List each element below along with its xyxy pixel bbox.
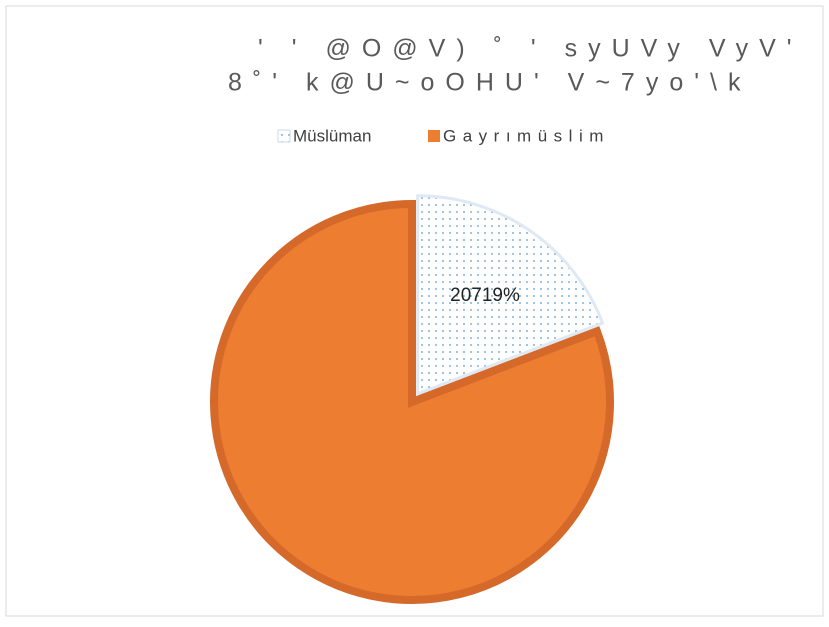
chart-title: 8˚' k@U~oOHU' V~7yo'\k [228,69,751,97]
legend-label: Müslüman [293,126,371,145]
legend-swatch [277,129,291,143]
pie-slice [416,194,605,396]
legend-label: Gayrımüslim [443,126,610,145]
pie-slice [210,199,614,604]
chart-title: ' ' @O@V) ˚ ' syUVy VyV' [258,35,803,63]
data-label: 20719% [450,285,520,306]
legend-swatch [428,130,440,142]
